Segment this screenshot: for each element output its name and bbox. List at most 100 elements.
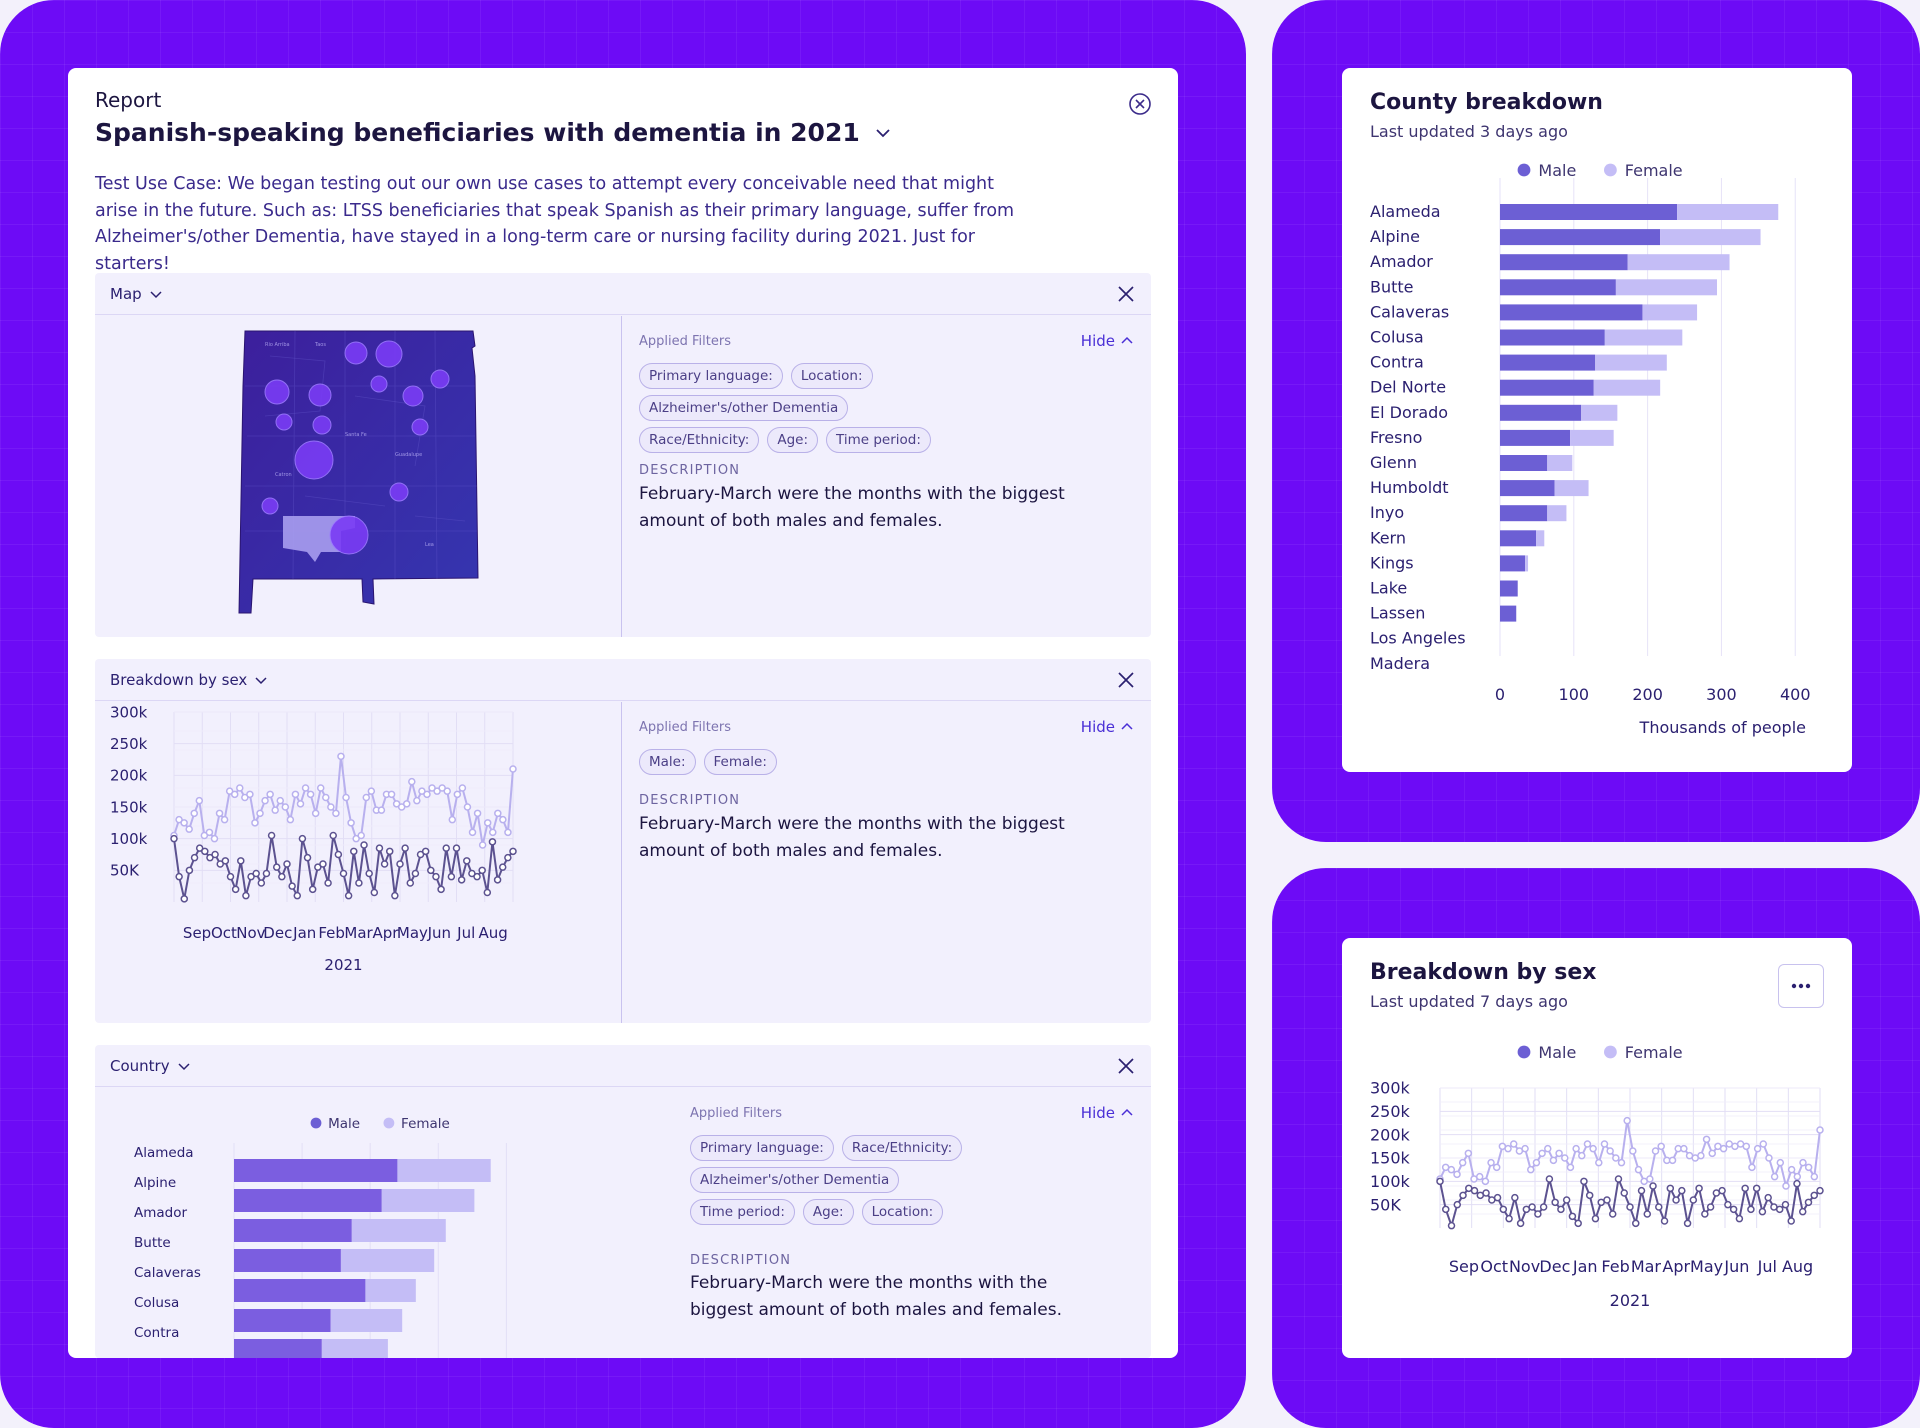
male-point	[247, 872, 255, 881]
hide-filters-button[interactable]: Hide	[1081, 718, 1133, 736]
country-dropdown[interactable]: Country	[110, 1057, 190, 1075]
close-icon[interactable]	[1116, 670, 1136, 690]
map-section-header: Map	[95, 273, 1151, 315]
category-label: Lake	[1370, 579, 1407, 598]
male-point	[1511, 1193, 1519, 1202]
male-point	[1718, 1186, 1726, 1195]
x-tick-label: Aug	[478, 924, 507, 942]
filter-chip[interactable]: Primary language:	[690, 1135, 834, 1161]
male-point	[1637, 1186, 1646, 1195]
bar-female	[351, 1219, 446, 1242]
female-point	[291, 790, 300, 799]
sex-dropdown[interactable]: Breakdown by sex	[110, 671, 267, 689]
bar-female	[381, 1189, 475, 1212]
bar-male	[234, 1219, 352, 1242]
female-point	[1793, 1172, 1802, 1181]
category-label: Alpine	[134, 1175, 176, 1191]
male-point	[1545, 1175, 1554, 1183]
female-point	[347, 819, 355, 827]
category-label: Butte	[1370, 277, 1414, 296]
svg-text:Guadalupe: Guadalupe	[395, 452, 422, 458]
female-point	[1538, 1149, 1546, 1158]
female-point	[1646, 1175, 1654, 1183]
report-title[interactable]: Spanish-speaking beneficiaries with deme…	[95, 118, 1151, 147]
country-details: Applied Filters Hide Primary language: R…	[690, 1088, 1133, 1358]
state-map[interactable]: Rio Arriba Taos Santa Fe Guadalupe Catron Lea	[95, 316, 622, 636]
bar-female	[1615, 279, 1717, 296]
close-icon[interactable]	[1116, 1056, 1136, 1076]
male-point	[1735, 1214, 1744, 1223]
male-point	[1442, 1205, 1450, 1214]
female-point	[1765, 1154, 1773, 1162]
filter-chip[interactable]: Female:	[703, 749, 777, 775]
male-point	[1643, 1210, 1652, 1218]
x-axis-label: 2021	[1610, 1291, 1651, 1310]
male-point	[1678, 1186, 1686, 1195]
country-section: Country Male Female Alameda Alpine Amador But…	[95, 1045, 1151, 1358]
description-label: DESCRIPTION	[690, 1253, 792, 1268]
filter-chip[interactable]: Race/Ethnicity:	[639, 427, 760, 453]
close-icon[interactable]	[1116, 284, 1136, 304]
filter-chip[interactable]: Age:	[767, 427, 819, 453]
filter-chip[interactable]: Alzheimer's/other Dementia	[639, 395, 849, 421]
bar-male	[1500, 279, 1616, 296]
x-tick-label: Sep	[1449, 1257, 1479, 1276]
country-bar-chart: Male Female Alameda Alpine Amador Butte Calave…	[134, 1116, 507, 1358]
bar-male	[1500, 379, 1594, 396]
more-options-button[interactable]	[1778, 964, 1824, 1008]
filter-chip[interactable]: Time period:	[826, 427, 931, 453]
filter-chip[interactable]: Location:	[790, 363, 873, 389]
female-point	[236, 784, 244, 792]
filter-chip[interactable]: Location:	[861, 1199, 944, 1225]
filter-chip[interactable]: Alzheimer's/other Dementia	[690, 1167, 900, 1193]
x-tick-label: Mar	[1631, 1257, 1662, 1276]
male-point	[509, 847, 517, 856]
chevron-down-icon[interactable]	[874, 124, 892, 142]
female-point	[1623, 1116, 1631, 1125]
x-tick-label: Jun	[1723, 1257, 1749, 1276]
filter-chip[interactable]: Male:	[639, 749, 696, 775]
filter-chip[interactable]: Race/Ethnicity:	[841, 1135, 963, 1161]
y-tick-label: 300k	[110, 703, 148, 721]
filter-chip[interactable]: Age:	[802, 1199, 854, 1225]
female-point	[1719, 1144, 1728, 1153]
sex-section: Breakdown by sex 300k 250k 200k 150k 100k 50K…	[95, 659, 1151, 1023]
male-point	[272, 863, 281, 871]
filter-chip[interactable]: Time period:	[690, 1199, 795, 1225]
female-point	[1504, 1144, 1512, 1153]
female-point	[1657, 1142, 1665, 1151]
map-dropdown[interactable]: Map	[110, 285, 162, 303]
description-text: February-March were the months with the …	[639, 484, 1065, 531]
hide-filters-button[interactable]: Hide	[1081, 332, 1133, 350]
bar-female	[1547, 455, 1573, 471]
filter-chip[interactable]: Primary language:	[639, 363, 783, 389]
male-point	[1706, 1203, 1715, 1211]
y-tick-label: 300k	[1370, 1079, 1411, 1098]
svg-text:Taos: Taos	[314, 342, 326, 348]
male-point	[303, 853, 312, 862]
male-point	[350, 847, 358, 856]
x-tick-label: Dec	[1539, 1257, 1570, 1276]
male-point	[293, 891, 302, 900]
x-tick-label: Dec	[263, 924, 292, 942]
category-label: Amador	[134, 1205, 187, 1221]
male-point	[283, 860, 291, 868]
male-point	[1591, 1214, 1600, 1223]
close-circle-icon[interactable]	[1128, 92, 1152, 116]
male-point	[267, 831, 276, 840]
map-section-title: Map	[110, 284, 142, 303]
male-point	[1516, 1219, 1525, 1228]
female-point	[377, 806, 386, 814]
female-point	[1447, 1165, 1456, 1174]
male-point	[237, 857, 245, 865]
x-tick-label: Sep	[183, 924, 211, 942]
female-point	[433, 787, 441, 795]
report-title-text: Spanish-speaking beneficiaries with deme…	[95, 118, 860, 147]
map-details: Applied Filters Hide Primary language: L…	[639, 316, 1133, 637]
category-label: El Dorado	[1370, 403, 1448, 422]
male-point	[365, 869, 373, 878]
applied-filters-label: Applied Filters	[639, 720, 731, 735]
male-point	[195, 844, 204, 852]
male-point	[498, 863, 507, 871]
hide-filters-button[interactable]: Hide	[1081, 1104, 1133, 1122]
